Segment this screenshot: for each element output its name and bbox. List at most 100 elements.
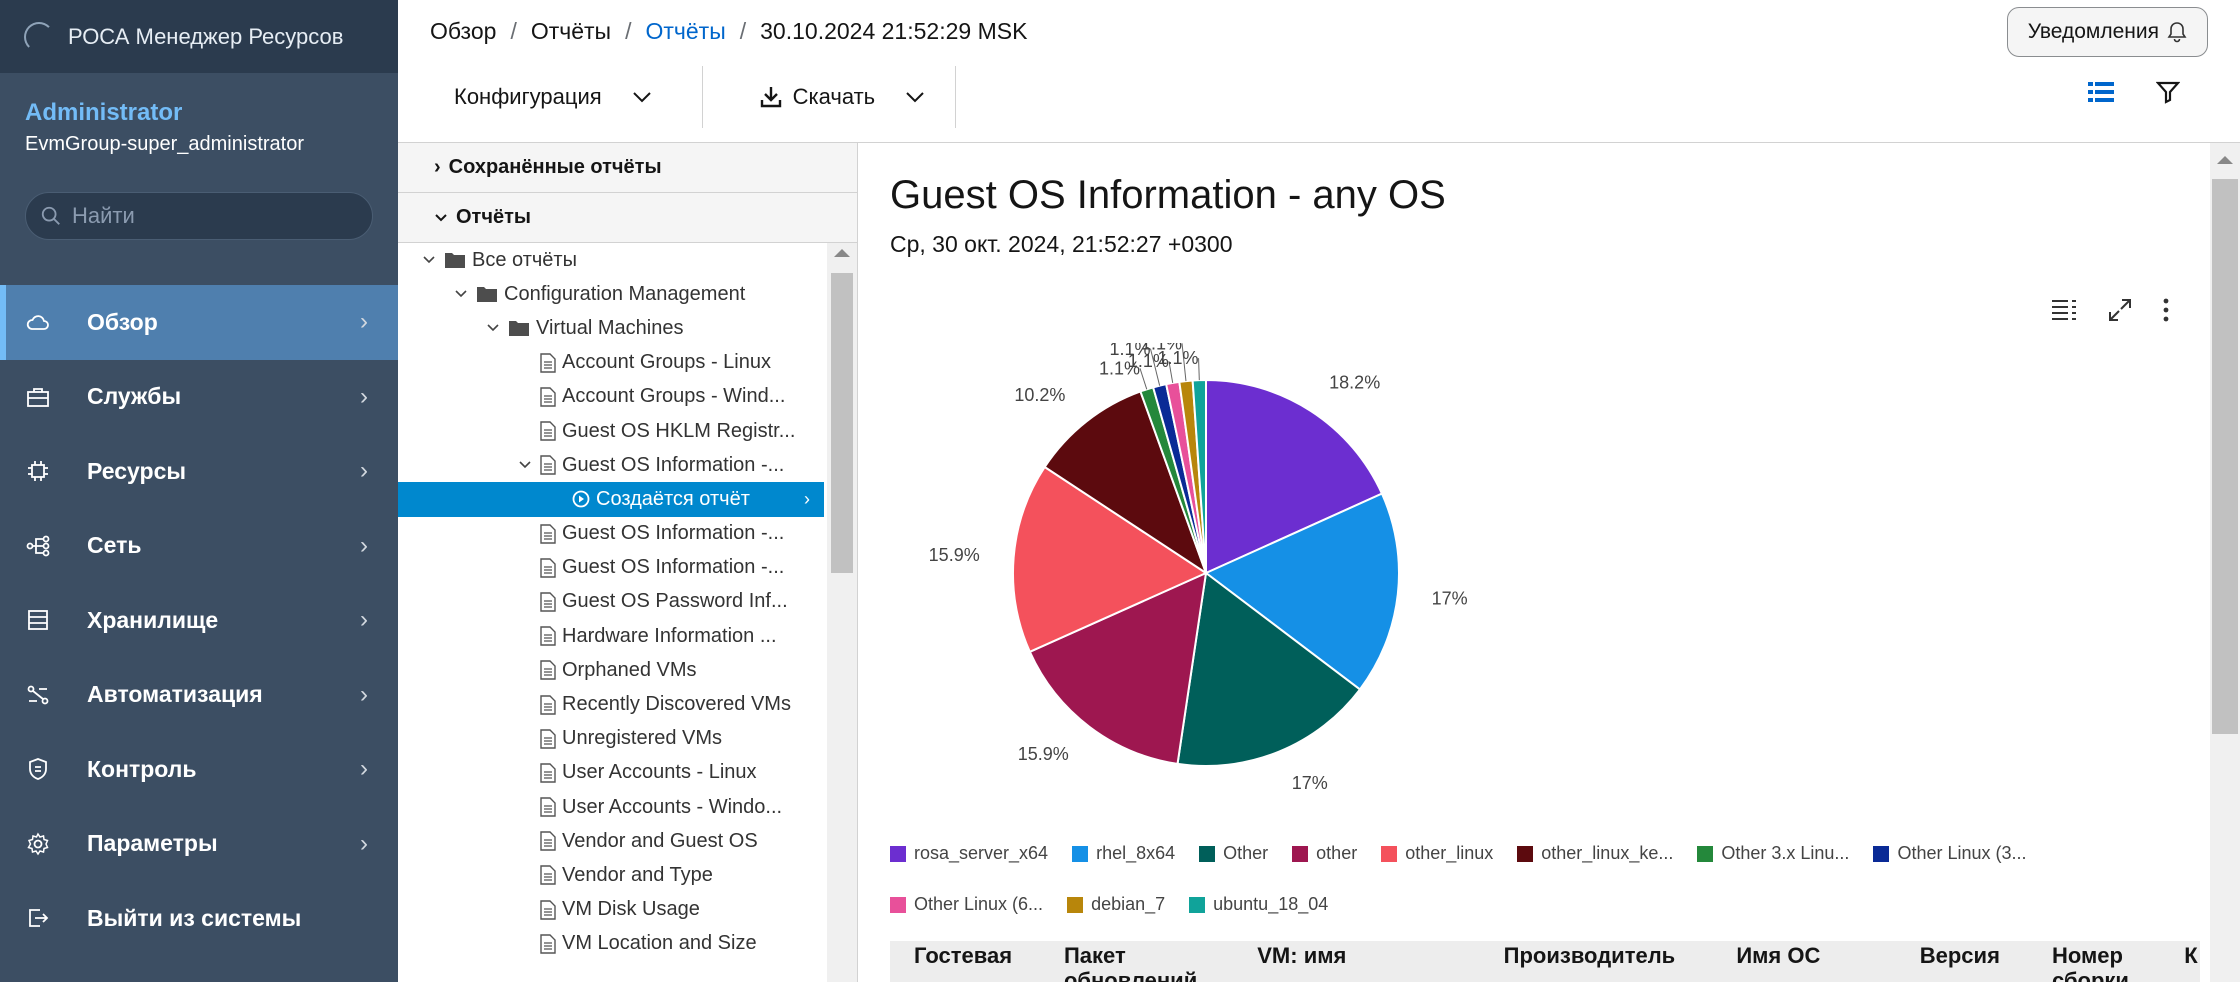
tree-item[interactable]: User Accounts - Windo... (398, 790, 857, 824)
expand-icon[interactable] (2108, 298, 2132, 322)
accordion-reports-label: Отчёты (456, 206, 531, 228)
label-leader-line (1150, 348, 1161, 386)
tree-item[interactable]: Hardware Information ... (398, 619, 857, 653)
pie-chart: 18.2%17%17%15.9%15.9%10.2%1.1%1.1%1.1%1.… (929, 343, 1468, 793)
breadcrumb-item-reports-link[interactable]: Отчёты (645, 18, 726, 44)
accordion-saved-reports[interactable]: › Сохранённые отчёты (398, 143, 857, 193)
table-column-header[interactable]: Гостевая (914, 943, 1013, 968)
filter-icon[interactable] (2156, 80, 2180, 104)
scroll-up-icon[interactable] (2217, 156, 2233, 164)
brand-name[interactable]: РОСА Менеджер Ресурсов (68, 23, 344, 49)
tree-item[interactable]: Создаётся отчёт › (398, 482, 824, 517)
legend-item[interactable]: rosa_server_x64 (890, 843, 1048, 864)
tree-item[interactable]: VM Disk Usage (398, 893, 857, 927)
legend-item[interactable]: ubuntu_18_04 (1189, 894, 1328, 915)
pie-slice[interactable] (1204, 492, 1400, 691)
pie-slice[interactable] (1043, 390, 1208, 576)
tree-item[interactable]: Guest OS Information -... (398, 517, 857, 551)
legend-item[interactable]: other_linux (1381, 843, 1493, 864)
tree-item[interactable]: Vendor and Type (398, 858, 857, 892)
nav-item-7[interactable]: Параметры › (0, 807, 398, 882)
tree-item[interactable]: Vendor and Guest OS (398, 824, 857, 858)
tree-item-label: Configuration Management (504, 282, 746, 305)
nav-search[interactable] (25, 192, 373, 240)
chevron-down-icon[interactable] (418, 251, 440, 269)
table-column-header[interactable]: Производитель (1503, 943, 1676, 968)
user-info: Administrator EvmGroup-super_administrat… (0, 73, 398, 156)
chevron-down-icon[interactable] (450, 285, 472, 303)
tree-item[interactable]: Account Groups - Linux (398, 346, 857, 380)
tree-item[interactable]: Unregistered VMs (398, 722, 857, 756)
nav-item-3[interactable]: Сеть › (0, 509, 398, 584)
nav-item-4[interactable]: Хранилище › (0, 583, 398, 658)
legend-item[interactable]: rhel_8x64 (1072, 843, 1175, 864)
legend-item[interactable]: other_linux_ke... (1517, 843, 1673, 864)
legend-item[interactable]: Other (1199, 843, 1268, 864)
accordion-reports[interactable]: Отчёты (398, 193, 857, 243)
legend-item[interactable]: Other Linux (3... (1873, 843, 2027, 864)
reports-tree: Все отчёты Configuration Management Virtua… (398, 243, 857, 982)
download-dropdown[interactable]: Скачать (703, 66, 957, 128)
breadcrumb-item-overview[interactable]: Обзор (430, 18, 497, 44)
scroll-up-icon[interactable] (834, 249, 850, 257)
nav-item-0[interactable]: Обзор › (0, 285, 398, 360)
nav-item-5[interactable]: Автоматизация › (0, 658, 398, 733)
legend-item[interactable]: Other 3.x Linu... (1697, 843, 1849, 864)
table-column-header[interactable]: Пакет обновлений (1063, 943, 1198, 982)
scroll-thumb[interactable] (831, 273, 853, 573)
configuration-dropdown[interactable]: Конфигурация (398, 66, 703, 128)
tree-item[interactable]: Guest OS Password Inf... (398, 585, 857, 619)
table-column-header[interactable]: Имя ОС (1736, 943, 1821, 968)
slice-label: 15.9% (1018, 744, 1069, 764)
table-column-header[interactable]: Версия (1919, 943, 2000, 968)
pie-slice[interactable] (1028, 571, 1208, 766)
nav-item-8[interactable]: Выйти из системы (0, 881, 398, 956)
legend-item[interactable]: other (1292, 843, 1357, 864)
scroll-thumb[interactable] (2212, 179, 2238, 734)
breadcrumb-item-current: 30.10.2024 21:52:29 MSK (760, 18, 1028, 44)
chart-actions (2052, 298, 2170, 322)
legend-toggle-icon[interactable] (2052, 299, 2078, 321)
pie-slice[interactable] (1012, 465, 1209, 654)
nav-item-1[interactable]: Службы › (0, 360, 398, 435)
tree-item[interactable]: Guest OS HKLM Registr... (398, 414, 857, 448)
notifications-button[interactable]: Уведомления (2006, 7, 2208, 57)
kebab-menu-icon[interactable] (2162, 298, 2170, 322)
search-input[interactable] (72, 203, 352, 229)
chevron-right-icon: › (360, 606, 368, 634)
tree-item[interactable]: User Accounts - Linux (398, 756, 857, 790)
pie-slice[interactable] (1191, 378, 1207, 574)
table-column-header[interactable]: Номер сборки (2052, 943, 2129, 982)
reports-tree-panel: › Сохранённые отчёты Отчёты Все отчёты Co… (398, 143, 858, 982)
tree-folder[interactable]: Configuration Management (398, 277, 857, 311)
tree-item[interactable]: Account Groups - Wind... (398, 380, 857, 414)
chevron-down-icon[interactable] (514, 456, 536, 474)
tree-folder[interactable]: Virtual Machines (398, 311, 857, 345)
chart-legend: rosa_server_x64 rhel_8x64 Other other other_… (890, 843, 2190, 915)
search-icon (41, 206, 60, 225)
tree-folder[interactable]: Все отчёты (398, 243, 857, 277)
tree-item[interactable]: Recently Discovered VMs (398, 687, 857, 721)
nav-item-6[interactable]: Контроль › (0, 732, 398, 807)
legend-item[interactable]: debian_7 (1067, 894, 1165, 915)
nav-item-2[interactable]: Ресурсы › (0, 434, 398, 509)
tree-item[interactable]: Orphaned VMs (398, 653, 857, 687)
accordion-saved-label: Сохранённые отчёты (448, 156, 662, 178)
pie-slice[interactable] (1205, 378, 1384, 575)
report-scrollbar[interactable] (2210, 143, 2240, 982)
pie-slice[interactable] (1176, 571, 1362, 767)
breadcrumb-item-reports[interactable]: Отчёты (530, 18, 612, 44)
table-column-header[interactable]: VM: имя (1257, 943, 1347, 968)
slice-label: 17% (1432, 588, 1468, 608)
tree-scrollbar[interactable] (827, 243, 857, 982)
tree-item[interactable]: Guest OS Information -... (398, 448, 857, 482)
configuration-label: Конфигурация (454, 84, 602, 109)
tree-item[interactable]: Guest OS Information -... (398, 551, 857, 585)
chevron-down-icon[interactable] (482, 319, 504, 337)
tree-item-label: Создаётся отчёт (596, 487, 750, 510)
legend-item[interactable]: Other Linux (6... (890, 894, 1043, 915)
tree-item[interactable]: VM Location and Size (398, 927, 857, 961)
document-icon (540, 694, 556, 715)
table-column-header[interactable]: К (2184, 943, 2198, 968)
list-view-icon[interactable] (2088, 81, 2114, 103)
